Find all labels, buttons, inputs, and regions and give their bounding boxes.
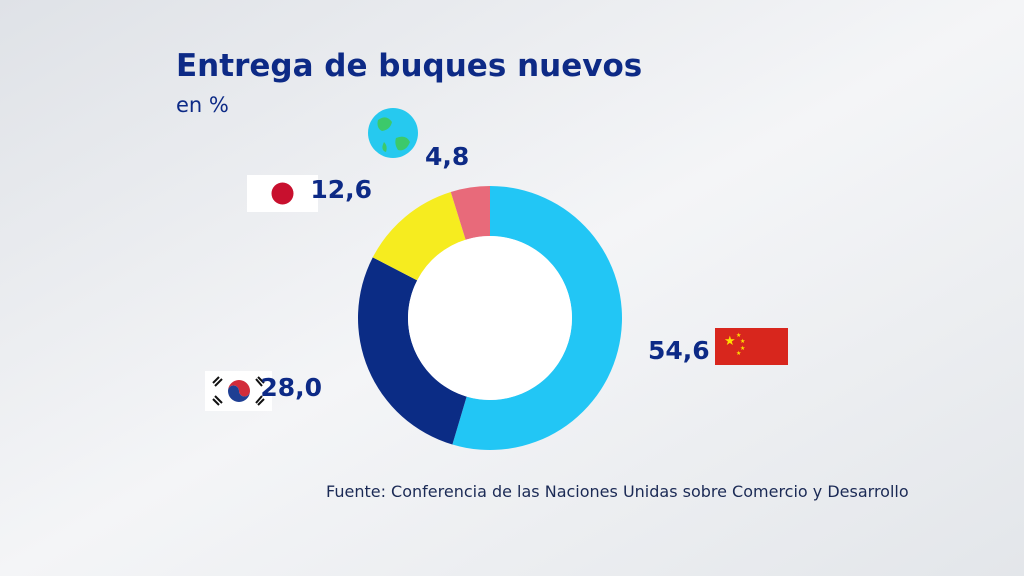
flag-japan [247,175,318,212]
svg-text:★: ★ [724,334,736,349]
donut-slice [452,186,622,450]
data-label: 4,8 [425,142,469,171]
donut-slice [358,257,467,445]
donut-slice [450,186,490,240]
data-label: 28,0 [260,373,322,402]
source-note: Fuente: Conferencia de las Naciones Unid… [326,482,909,501]
chart-subtitle: en % [176,93,229,117]
chart-title: Entrega de buques nuevos [176,48,642,84]
data-label: 12,6 [310,175,372,204]
svg-text:★: ★ [740,338,745,345]
donut-hole [408,236,572,400]
svg-text:★: ★ [740,345,745,352]
svg-text:★: ★ [736,350,741,357]
data-label: 54,6 [648,336,710,365]
flag-korea [205,371,272,411]
flag-china: ★ ★ ★ ★ ★ [715,328,788,365]
donut-slice [372,191,466,281]
globe-icon [368,108,418,158]
svg-text:★: ★ [736,332,741,339]
